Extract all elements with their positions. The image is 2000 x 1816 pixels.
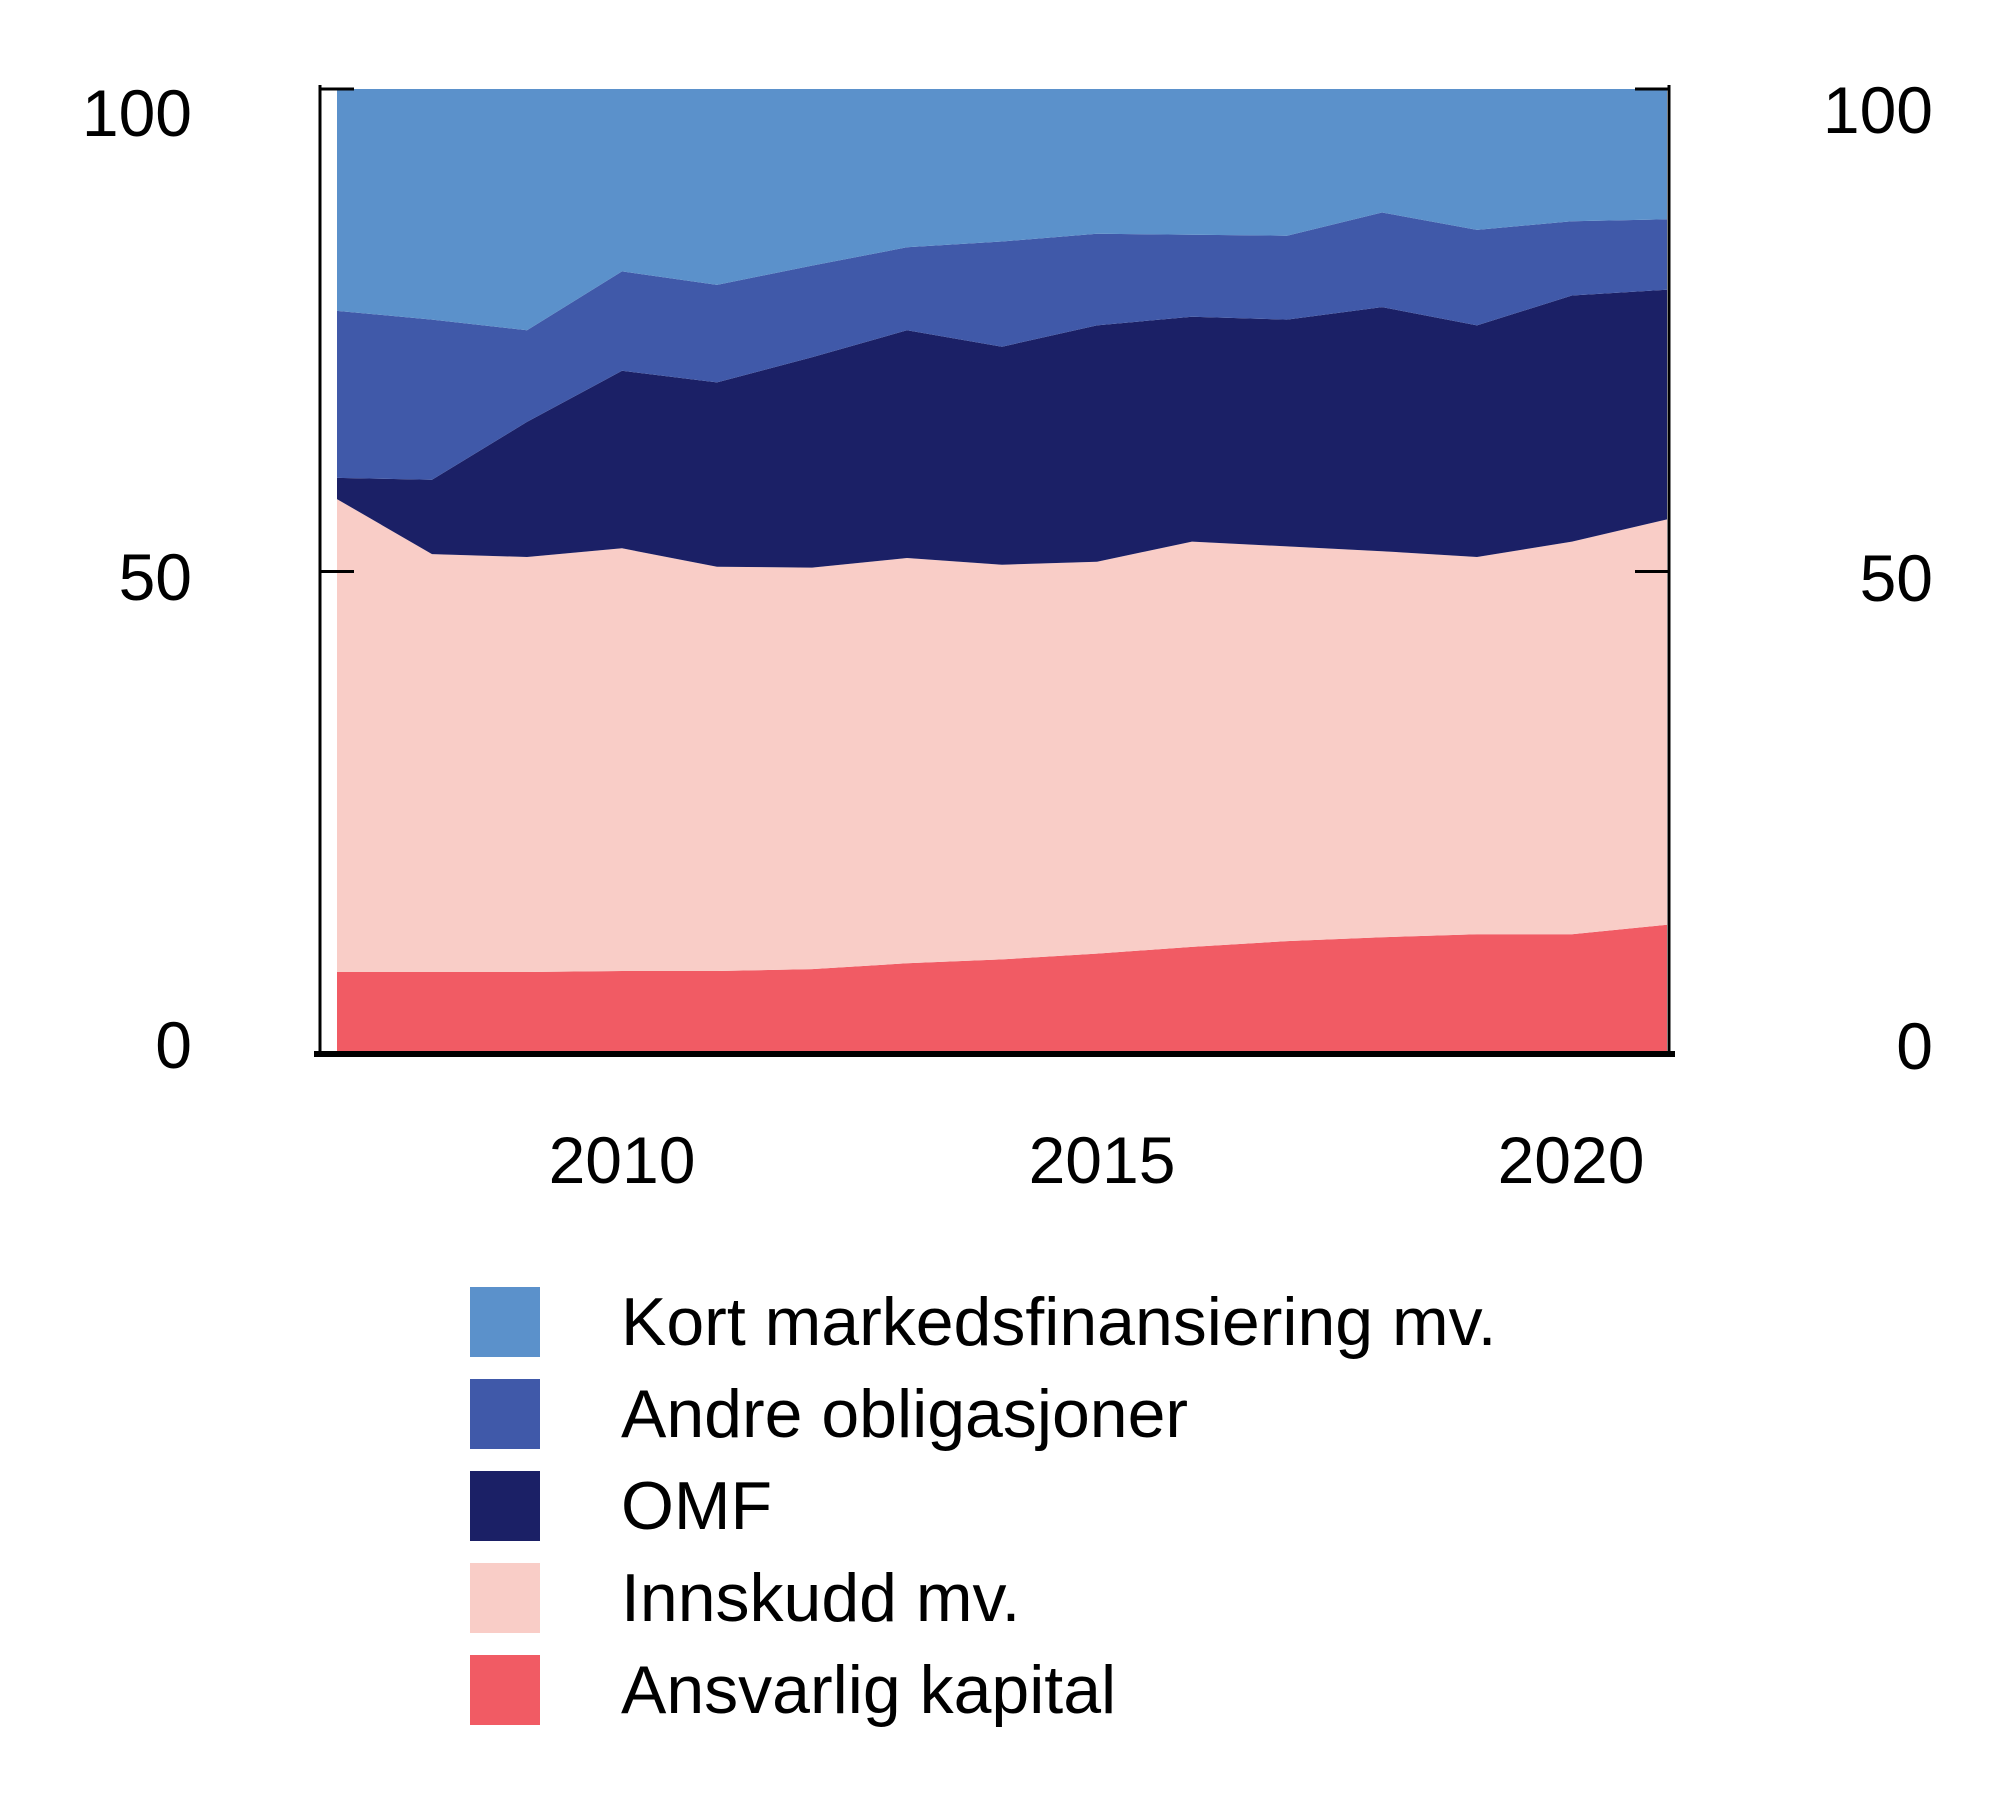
legend-swatch-innskudd — [470, 1563, 540, 1633]
y-axis-tick-label-left-100: 100 — [81, 76, 192, 150]
area-series-omf — [337, 289, 1667, 568]
legend-swatch-ansvarlig-kapital — [470, 1655, 540, 1725]
legend: Kort markedsfinansiering mv. Andre oblig… — [470, 1287, 1497, 1747]
x-axis-tick-label-2010: 2010 — [548, 1123, 696, 1197]
legend-item-ansvarlig-kapital: Ansvarlig kapital — [470, 1655, 1497, 1725]
legend-item-innskudd: Innskudd mv. — [470, 1563, 1497, 1633]
x-axis-tick-label-2015: 2015 — [1028, 1123, 1176, 1197]
y-axis-tick-label-right-0: 0 — [1896, 1009, 1933, 1083]
y-axis-tick-label-left-50: 50 — [118, 540, 192, 614]
legend-label: Kort markedsfinansiering mv. — [621, 1284, 1497, 1360]
legend-swatch-andre-obligasjoner — [470, 1379, 540, 1449]
area-series-andre-obligasjoner — [337, 212, 1667, 480]
legend-swatch-kort-markedsfinansiering — [470, 1287, 540, 1357]
legend-label: Innskudd mv. — [621, 1560, 1021, 1636]
area-series-kort-markedsfinansiering-mv — [337, 89, 1667, 331]
legend-item-andre-obligasjoner: Andre obligasjoner — [470, 1379, 1497, 1449]
y-axis-tick-label-left-0: 0 — [155, 1008, 192, 1082]
area-series-innskudd-mv — [337, 499, 1667, 972]
x-axis-tick-label-2020: 2020 — [1497, 1123, 1645, 1197]
legend-label: Andre obligasjoner — [621, 1376, 1189, 1452]
y-axis-tick-label-right-50: 50 — [1859, 541, 1933, 615]
area-series-ansvarlig-kapital — [337, 924, 1667, 1054]
legend-swatch-omf — [470, 1471, 540, 1541]
legend-item-omf: OMF — [470, 1471, 1497, 1541]
legend-item-kort-markedsfinansiering: Kort markedsfinansiering mv. — [470, 1287, 1497, 1357]
legend-label: Ansvarlig kapital — [621, 1652, 1117, 1728]
legend-label: OMF — [621, 1468, 773, 1544]
y-axis-tick-label-right-100: 100 — [1822, 73, 1933, 147]
